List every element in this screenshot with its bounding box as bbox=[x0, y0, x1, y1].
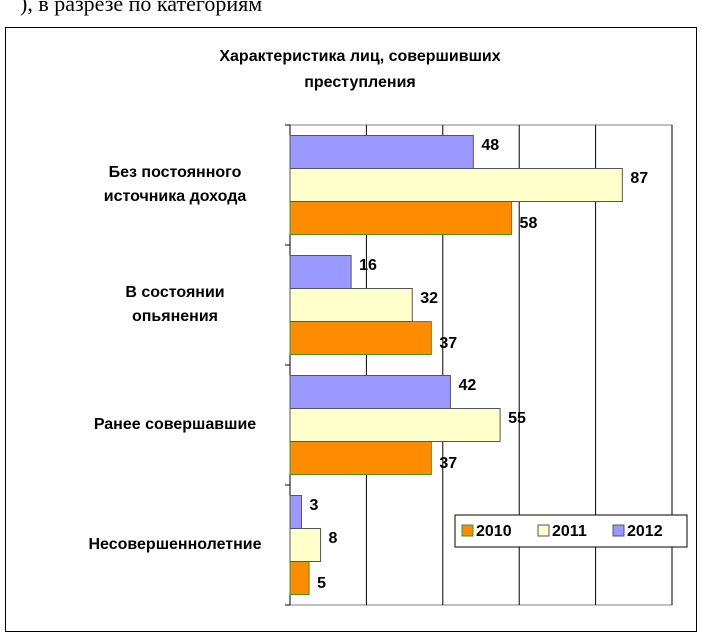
legend-swatch bbox=[461, 524, 474, 537]
data-label: 48 bbox=[481, 137, 499, 154]
data-label: 8 bbox=[329, 530, 338, 547]
y-tick-label: В состоянии опьянения bbox=[125, 284, 224, 325]
bar bbox=[289, 255, 352, 289]
bar bbox=[289, 201, 513, 235]
chart-title: Характеристика лиц, совершивших преступле… bbox=[219, 48, 500, 91]
bar bbox=[289, 288, 413, 322]
bar bbox=[289, 321, 432, 355]
data-label: 32 bbox=[420, 290, 438, 307]
data-label: 58 bbox=[520, 215, 538, 232]
legend-swatch bbox=[537, 524, 550, 537]
data-label: 5 bbox=[317, 575, 326, 592]
bar bbox=[289, 135, 474, 169]
y-tick-label: Ранее совершавшие bbox=[94, 416, 256, 433]
data-label: 55 bbox=[508, 410, 526, 427]
legend-label: 2010 bbox=[476, 523, 512, 540]
legend bbox=[454, 514, 688, 548]
bar bbox=[289, 495, 302, 529]
data-label: 37 bbox=[439, 335, 457, 352]
bar bbox=[289, 561, 310, 595]
bar bbox=[289, 168, 623, 202]
bar bbox=[289, 408, 501, 442]
bar bbox=[289, 528, 322, 562]
data-label: 3 bbox=[309, 497, 318, 514]
legend-label: 2012 bbox=[627, 523, 663, 540]
y-tick-label: Без постоянного источника дохода bbox=[104, 164, 247, 205]
data-label: 42 bbox=[458, 377, 476, 394]
legend-swatch bbox=[612, 524, 625, 537]
y-tick-label: Несовершеннолетние bbox=[88, 536, 261, 553]
data-label: 16 bbox=[359, 257, 377, 274]
data-label: 37 bbox=[439, 455, 457, 472]
data-label: 87 bbox=[630, 170, 648, 187]
header-text: ), в разрезе по категориям bbox=[20, 0, 262, 16]
legend-label: 2011 bbox=[552, 523, 587, 540]
bar bbox=[289, 441, 432, 475]
bar bbox=[289, 375, 451, 409]
